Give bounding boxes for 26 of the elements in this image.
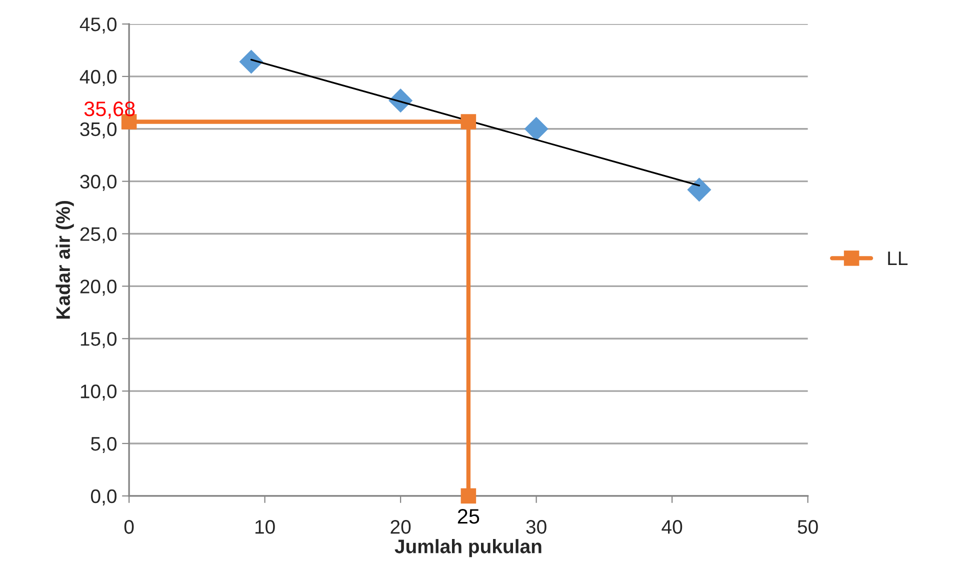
x-tick-label: 0 — [124, 520, 134, 534]
point — [460, 488, 476, 504]
y-axis-title: Kadar air (%) — [56, 200, 74, 319]
point — [687, 178, 712, 202]
y-tick-label: 15,0 — [80, 332, 116, 348]
x-tick-label: 10 — [255, 520, 275, 534]
y-tick-label: 30,0 — [80, 174, 116, 191]
x-tick-label: 40 — [662, 520, 682, 534]
point — [239, 50, 264, 74]
annotation: 35,68 — [84, 101, 135, 119]
x-tick-label: 30 — [526, 520, 546, 534]
y-tick-label: 20,0 — [80, 280, 116, 296]
y-tick-label: 0,0 — [90, 489, 116, 506]
point — [524, 116, 548, 141]
y-tick-label: 40,0 — [80, 70, 116, 86]
point — [460, 114, 476, 130]
x-tick-label: 20 — [390, 520, 411, 534]
y-tick-label: 35,0 — [80, 122, 116, 138]
legend-label: LL — [888, 252, 908, 265]
annotation: 25 — [458, 508, 480, 524]
y-tick-label: 5,0 — [91, 436, 116, 454]
x-axis-title: Jumlah pukulan — [394, 539, 542, 558]
y-tick-label: 25,0 — [80, 227, 116, 244]
x-tick-label: 50 — [798, 520, 818, 534]
y-tick-label: 45,0 — [80, 17, 116, 34]
y-tick-label: 10,0 — [80, 384, 116, 401]
